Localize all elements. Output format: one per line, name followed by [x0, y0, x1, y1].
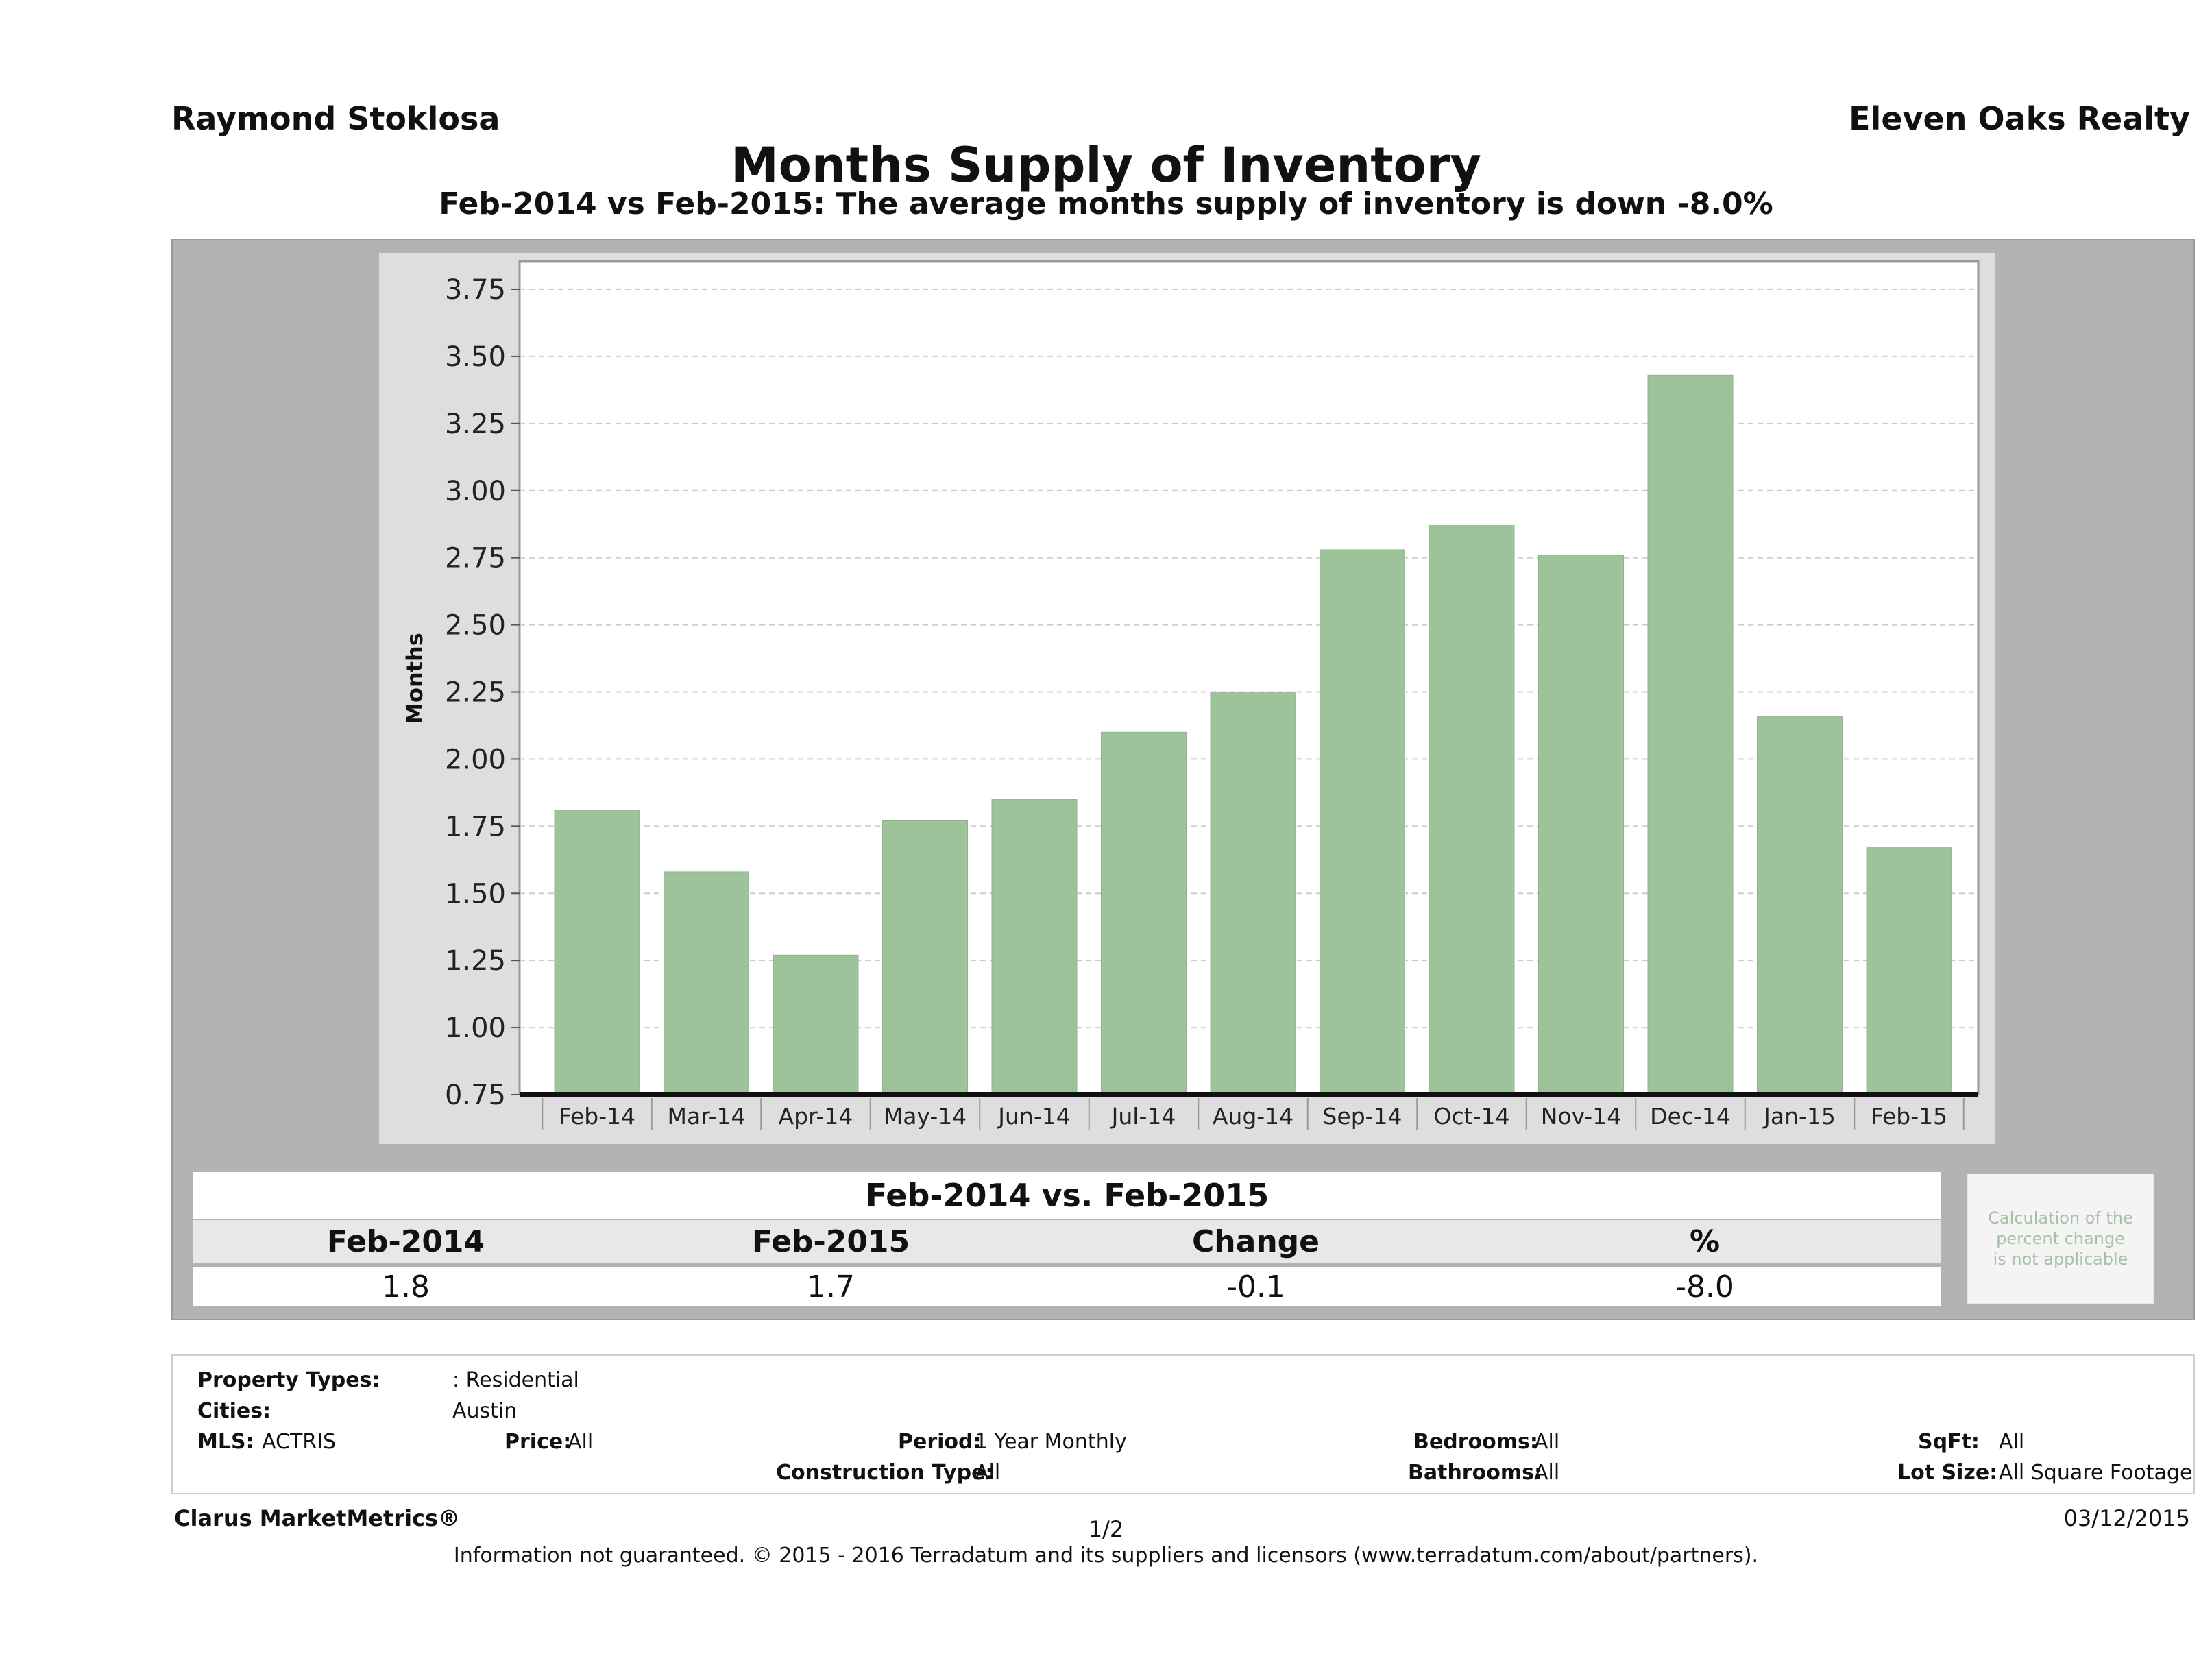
bar-jun-14 — [991, 799, 1078, 1095]
filter-criteria-box: Property Types: : Residential Cities: Au… — [171, 1354, 2195, 1494]
mls-value: ACTRIS — [262, 1430, 337, 1454]
period-label: Period: — [898, 1430, 982, 1454]
x-tick-label: Mar-14 — [667, 1103, 745, 1130]
page-number: 1/2 — [1088, 1516, 1124, 1542]
comparison-values-row: 1.8 1.7 -0.1 -8.0 — [193, 1267, 1941, 1306]
x-tick-label: Jul-14 — [1110, 1103, 1176, 1130]
bedrooms-value: All — [1534, 1430, 1560, 1454]
y-tick-label: 2.25 — [445, 677, 506, 709]
note-line-1: Calculation of the — [1988, 1208, 2133, 1228]
bar-chart: Feb-14 Mar-14 Apr-14 May-14 Jun-14 Jul-14 Aug-… — [402, 260, 1980, 1130]
x-tick-label: Apr-14 — [779, 1103, 853, 1130]
sqft-value: All — [1999, 1430, 2025, 1454]
label-percent: % — [1689, 1224, 1721, 1259]
construction-label: Construction Type: — [776, 1461, 994, 1485]
value-percent: -8.0 — [1675, 1269, 1734, 1304]
percent-change-note: Calculation of the percent change is not… — [1967, 1174, 2154, 1304]
y-tick-label: 1.50 — [445, 878, 506, 910]
comparison-labels-row: Feb-2014 Feb-2015 Change % — [193, 1220, 1941, 1263]
chart-title: Months Supply of Inventory — [731, 137, 1481, 193]
lot-size-label: Lot Size: — [1897, 1461, 1998, 1485]
x-tick-label: Dec-14 — [1650, 1103, 1731, 1130]
cities-label: Cities: — [197, 1399, 271, 1423]
x-tick-label: Jun-14 — [997, 1103, 1070, 1130]
bar-sep-14 — [1320, 549, 1405, 1095]
bar-apr-14 — [773, 954, 859, 1095]
y-tick-label: 3.25 — [445, 409, 506, 440]
value-feb-2015: 1.7 — [807, 1269, 855, 1304]
bar-jul-14 — [1101, 731, 1187, 1095]
sqft-label: SqFt: — [1918, 1430, 1980, 1454]
x-tick-label: Oct-14 — [1434, 1103, 1510, 1130]
bar-oct-14 — [1429, 525, 1515, 1095]
mls-label: MLS: — [197, 1430, 254, 1454]
y-tick-label: 1.00 — [445, 1012, 506, 1044]
bar-dec-14 — [1647, 374, 1734, 1095]
y-tick-label: 0.75 — [445, 1080, 506, 1111]
note-line-2: percent change — [1996, 1229, 2125, 1248]
label-feb-2015: Feb-2015 — [751, 1224, 910, 1259]
bar-mar-14 — [664, 871, 749, 1095]
x-tick-label: Aug-14 — [1213, 1103, 1293, 1130]
property-types-value: : Residential — [452, 1368, 579, 1392]
lot-size-value: All Square Footage — [1999, 1461, 2193, 1485]
agent-name: Raymond Stoklosa — [171, 100, 500, 137]
bathrooms-label: Bathrooms: — [1408, 1461, 1542, 1485]
disclaimer: Information not guaranteed. © 2015 - 201… — [453, 1544, 1759, 1568]
price-value: All — [568, 1430, 594, 1454]
x-tick-label: Sep-14 — [1322, 1103, 1402, 1130]
bar-aug-14 — [1210, 692, 1296, 1095]
y-tick-label: 3.50 — [445, 341, 506, 373]
bar-feb-15 — [1866, 847, 1952, 1095]
construction-value: All — [975, 1461, 1001, 1485]
bathrooms-value: All — [1534, 1461, 1560, 1485]
bar-may-14 — [882, 820, 968, 1095]
report-date: 03/12/2015 — [2063, 1505, 2190, 1531]
bar-jan-15 — [1757, 716, 1843, 1095]
comparison-heading: Feb-2014 vs. Feb-2015 — [193, 1172, 1941, 1219]
y-tick-label: 2.50 — [445, 610, 506, 642]
y-tick-label: 3.00 — [445, 476, 506, 507]
x-tick-label: May-14 — [884, 1103, 967, 1130]
property-types-label: Property Types: — [197, 1368, 380, 1392]
cities-value: Austin — [452, 1399, 518, 1423]
y-tick-label: 2.00 — [445, 744, 506, 775]
label-feb-2014: Feb-2014 — [326, 1224, 485, 1259]
value-feb-2014: 1.8 — [382, 1269, 430, 1304]
x-tick-label: Nov-14 — [1541, 1103, 1621, 1130]
bar-nov-14 — [1538, 555, 1624, 1095]
chart-subtitle: Feb-2014 vs Feb-2015: The average months… — [439, 186, 1773, 221]
bar-feb-14 — [554, 810, 640, 1095]
company-name: Eleven Oaks Realty — [1849, 100, 2190, 137]
bedrooms-label: Bedrooms: — [1413, 1430, 1538, 1454]
footer-brand: Clarus MarketMetrics® — [174, 1505, 461, 1531]
note-line-3: is not applicable — [1993, 1250, 2128, 1269]
y-tick-label: 1.75 — [445, 811, 506, 842]
value-change: -0.1 — [1226, 1269, 1285, 1304]
period-value: 1 Year Monthly — [975, 1430, 1127, 1454]
price-label: Price: — [505, 1430, 572, 1454]
x-tick-label: Feb-14 — [559, 1103, 635, 1130]
y-tick-label: 1.25 — [445, 945, 506, 977]
x-tick-label: Feb-15 — [1871, 1103, 1947, 1130]
x-tick-label: Jan-15 — [1762, 1103, 1836, 1130]
y-tick-label: 3.75 — [445, 274, 506, 306]
y-tick-label: 2.75 — [445, 543, 506, 574]
label-change: Change — [1192, 1224, 1320, 1259]
y-axis-label: Months — [402, 633, 428, 725]
